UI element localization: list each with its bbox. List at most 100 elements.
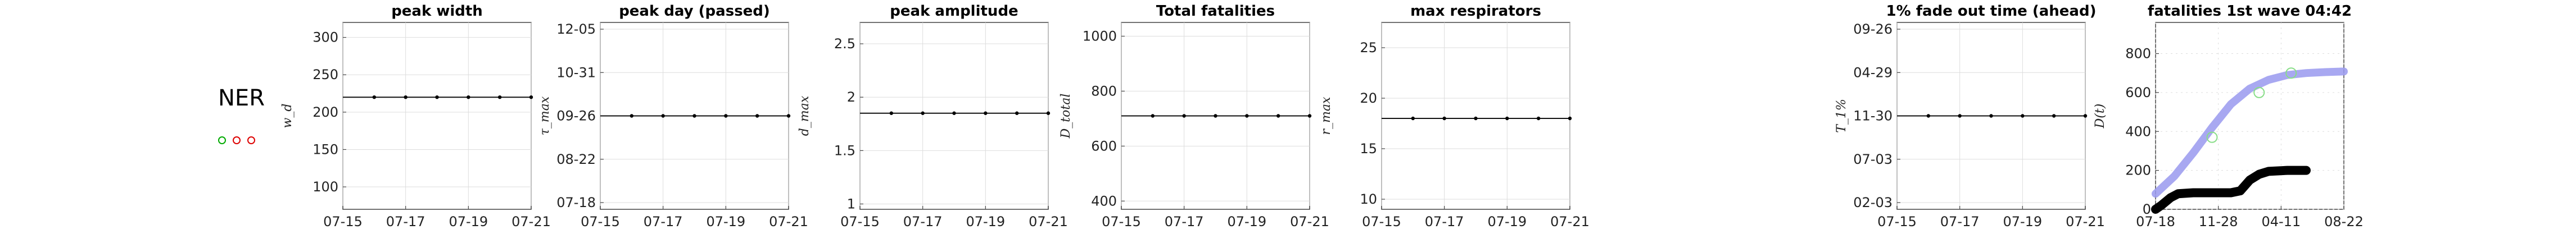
data-point: [1245, 114, 1249, 118]
observed-marker: [2285, 67, 2297, 79]
x-tick-label: 07-15: [581, 214, 620, 230]
data-point: [1926, 114, 1931, 118]
data-point: [692, 114, 696, 118]
chart-title: max respirators: [1410, 3, 1541, 20]
data-point: [1151, 114, 1155, 118]
data-point: [404, 95, 408, 99]
y-tick-label: 1: [847, 196, 855, 212]
plot-frame: [342, 22, 532, 210]
x-tick-label: 07-19: [2003, 214, 2042, 230]
x-tick-label: 07-15: [840, 214, 880, 230]
x-tick-label: 07-21: [769, 214, 808, 230]
observed-marker: [2253, 86, 2265, 98]
y-axis-label: d_max: [798, 95, 812, 136]
y-tick-label: 10: [1360, 191, 1377, 207]
data-point: [2083, 114, 2088, 118]
x-tick-label: 07-15: [1102, 214, 1141, 230]
chart-title: peak width: [391, 3, 483, 20]
data-point: [1214, 114, 1217, 118]
x-tick-label: 07-17: [1425, 214, 1464, 230]
data-point: [1182, 114, 1186, 118]
data-point: [1046, 111, 1051, 115]
chart-title: peak day (passed): [619, 3, 770, 20]
x-tick-label: 07-15: [1362, 214, 1401, 230]
y-tick-label: 2.5: [834, 36, 855, 52]
x-tick-label: 04-11: [2261, 214, 2301, 230]
y-tick-label: 1000: [1083, 28, 1117, 44]
data-point: [2021, 114, 2025, 118]
data-point: [724, 114, 728, 118]
y-tick-label: 2: [847, 89, 855, 105]
y-tick-label: 400: [2125, 123, 2151, 139]
y-tick-label: 15: [1360, 141, 1377, 157]
data-point: [755, 114, 759, 118]
x-tick-label: 08-22: [2324, 214, 2364, 230]
y-axis-label: r_max: [1319, 97, 1333, 135]
y-axis-label: D(t): [2093, 104, 2107, 129]
data-point: [1958, 114, 1962, 118]
x-tick-label: 07-17: [1940, 214, 1980, 230]
y-tick-label: 400: [1091, 193, 1117, 209]
y-tick-label: 250: [313, 67, 338, 82]
x-tick-label: 07-17: [903, 214, 943, 230]
x-tick-label: 07-17: [644, 214, 683, 230]
data-point: [2052, 114, 2056, 118]
data-point: [372, 95, 377, 99]
x-tick-label: 07-15: [1877, 214, 1917, 230]
data-point: [630, 114, 634, 118]
y-tick-label: 800: [1091, 83, 1117, 99]
data-point: [529, 95, 533, 99]
data-point: [1568, 116, 1572, 121]
data-point: [1015, 111, 1019, 115]
x-tick-label: 07-17: [1165, 214, 1204, 230]
x-tick-label: 07-15: [323, 214, 363, 230]
x-tick-label: 07-21: [1290, 214, 1329, 230]
x-tick-label: 07-19: [706, 214, 745, 230]
y-tick-label: 100: [313, 179, 338, 195]
y-tick-label: 02-03: [1853, 195, 1893, 210]
plot-frame: [1381, 22, 1570, 210]
y-tick-label: 300: [313, 30, 338, 45]
data-point: [1474, 116, 1478, 121]
legend-marker-red-1: [233, 136, 241, 144]
y-tick-label: 20: [1360, 90, 1377, 106]
y-tick-label: 07-18: [556, 195, 596, 210]
y-tick-label: 800: [2125, 46, 2151, 62]
y-tick-label: 1.5: [834, 143, 855, 158]
data-point: [889, 111, 894, 115]
legend-marker-green: [218, 136, 226, 144]
data-point: [984, 111, 988, 115]
country-label: NER: [218, 85, 265, 111]
y-tick-label: 12-05: [556, 21, 596, 37]
data-point: [921, 111, 925, 115]
data-point: [1307, 114, 1312, 118]
y-tick-label: 200: [2125, 163, 2151, 178]
data-point: [1411, 116, 1415, 121]
x-tick-label: 07-21: [1029, 214, 1068, 230]
x-tick-label: 07-19: [966, 214, 1005, 230]
y-tick-label: 09-26: [556, 108, 596, 124]
y-tick-label: 600: [1091, 138, 1117, 154]
x-tick-label: 07-19: [449, 214, 488, 230]
x-tick-label: 07-21: [511, 214, 551, 230]
y-axis-label: τ_max: [538, 96, 552, 135]
y-tick-label: 09-26: [1853, 21, 1893, 37]
fatalities-curve: [2151, 166, 2311, 214]
x-tick-label: 07-19: [1487, 214, 1527, 230]
chart-title: peak amplitude: [890, 3, 1018, 20]
y-axis-label: T_1%: [1835, 99, 1849, 133]
x-tick-label: 07-21: [1550, 214, 1590, 230]
y-tick-label: 08-22: [556, 152, 596, 167]
y-axis-label: D_total: [1059, 94, 1073, 139]
data-point: [661, 114, 665, 118]
y-tick-label: 07-03: [1853, 152, 1893, 167]
data-point: [435, 95, 439, 99]
y-tick-label: 25: [1360, 40, 1377, 56]
data-point: [497, 95, 502, 99]
legend-marker-red-2: [247, 136, 255, 144]
x-tick-label: 07-17: [386, 214, 425, 230]
chart-title: Total fatalities: [1156, 3, 1275, 20]
x-tick-label: 11-28: [2199, 214, 2238, 230]
y-tick-label: 10-31: [556, 65, 596, 80]
plot-frame: [859, 22, 1049, 210]
